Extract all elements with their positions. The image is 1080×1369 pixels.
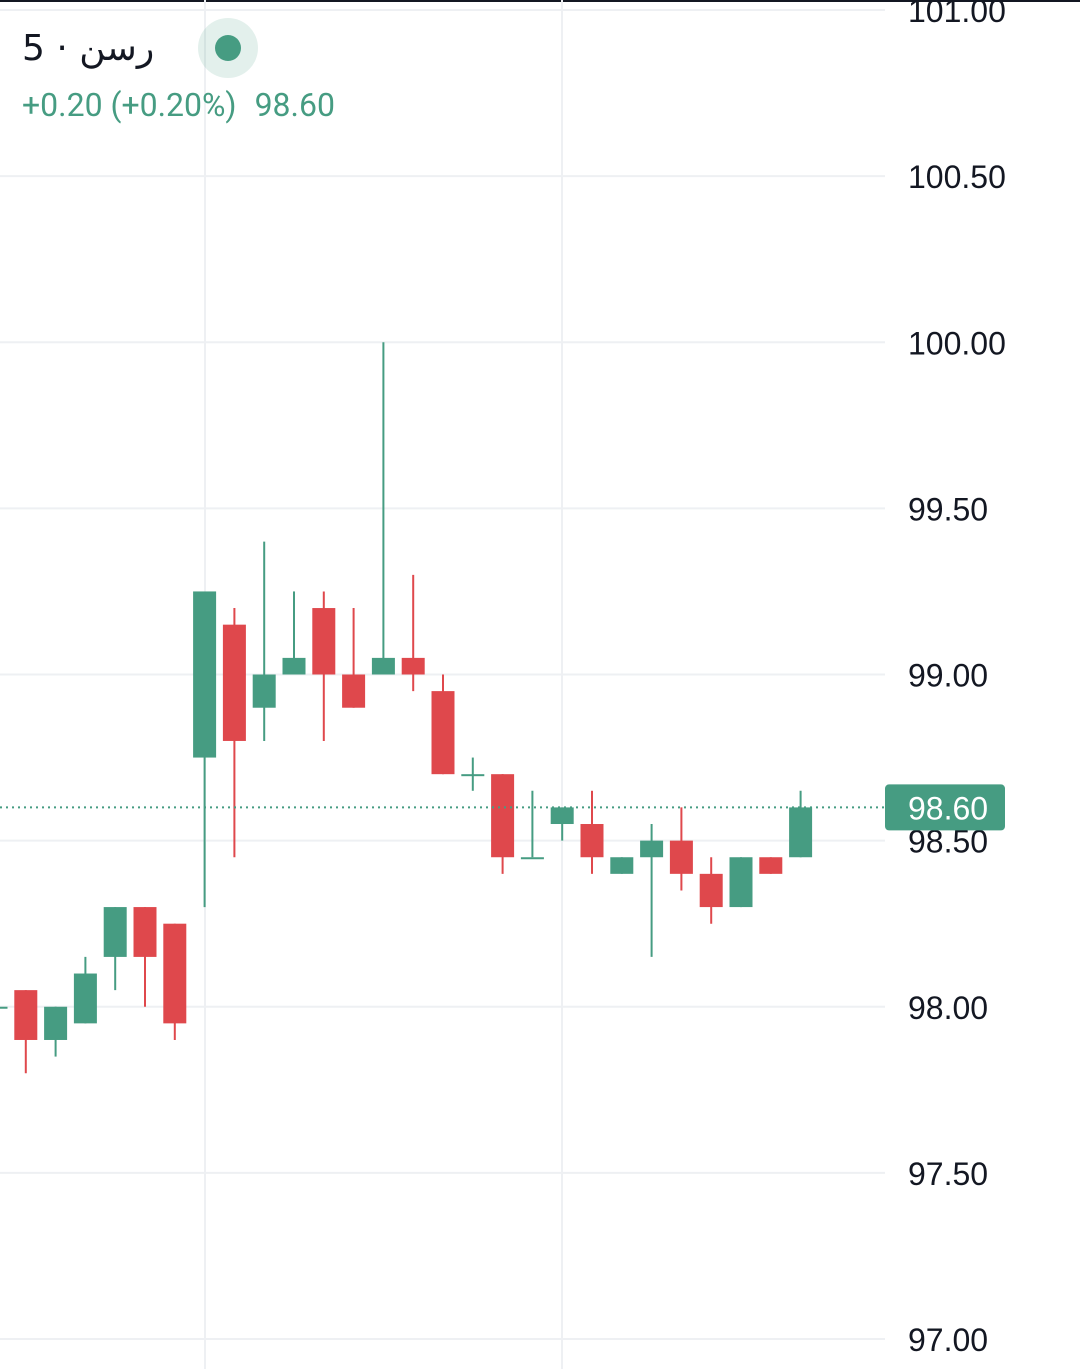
candle-body	[580, 824, 604, 858]
candle-body	[371, 657, 395, 675]
market-status-indicator[interactable]	[198, 18, 259, 78]
current-price-line: 98.60	[0, 784, 1005, 831]
candle-body	[401, 657, 425, 675]
candle-body	[312, 608, 336, 675]
candle-body	[103, 907, 127, 957]
candle-body	[282, 657, 306, 675]
price-change: +0.20 (+0.20%)	[22, 86, 237, 124]
candle-body	[640, 840, 664, 858]
title-separator: ·	[56, 27, 68, 69]
candle-body	[14, 990, 38, 1040]
y-tick-label: 97.50	[908, 1156, 988, 1192]
candle-body	[163, 923, 187, 1024]
symbol-title: رسن · 5	[22, 28, 154, 69]
current-price-label: 98.60	[908, 790, 988, 826]
y-tick-label: 100.50	[908, 159, 1006, 195]
candle-body	[461, 774, 485, 777]
symbol-name: رسن	[79, 27, 155, 69]
top-border	[0, 0, 1080, 2]
candle-body	[193, 591, 217, 758]
candle-body	[729, 857, 753, 908]
candle-body	[789, 807, 813, 858]
symbol-legend: رسن · 5 +0.20 (+0.20%) 98.60	[22, 18, 335, 124]
candle-body	[699, 873, 723, 908]
y-tick-label: 98.00	[908, 990, 988, 1026]
y-tick-label: 97.00	[908, 1322, 988, 1358]
price-stats: +0.20 (+0.20%) 98.60	[22, 86, 335, 124]
y-tick-label: 99.50	[908, 491, 988, 527]
live-dot-icon	[215, 35, 242, 61]
candle-body	[491, 774, 515, 858]
candle-body	[222, 624, 246, 741]
candle-body	[73, 973, 97, 1024]
current-price-label-bg	[885, 784, 1005, 831]
legend-title-row: رسن · 5	[22, 18, 335, 78]
candle-body	[759, 857, 783, 874]
y-tick-label: 99.00	[908, 658, 988, 694]
grid	[0, 0, 885, 1369]
y-tick-label: 100.00	[908, 325, 1006, 361]
candle-body	[610, 857, 634, 874]
candle-body	[550, 807, 574, 825]
interval-label: 5	[22, 27, 45, 69]
candle-body	[252, 674, 276, 708]
candle-body	[133, 907, 157, 957]
y-tick-label: 101.00	[908, 0, 1006, 29]
candles	[0, 342, 813, 1074]
last-price: 98.60	[254, 86, 335, 124]
candle-body	[342, 674, 366, 708]
candle-body	[669, 840, 693, 874]
candle-body	[0, 1006, 8, 1009]
candle-body	[44, 1006, 68, 1040]
candle-body	[431, 691, 455, 775]
candle-body	[520, 857, 544, 860]
price-axis[interactable]: 97.0097.5098.0098.5099.0099.50100.00100.…	[908, 0, 1006, 1358]
